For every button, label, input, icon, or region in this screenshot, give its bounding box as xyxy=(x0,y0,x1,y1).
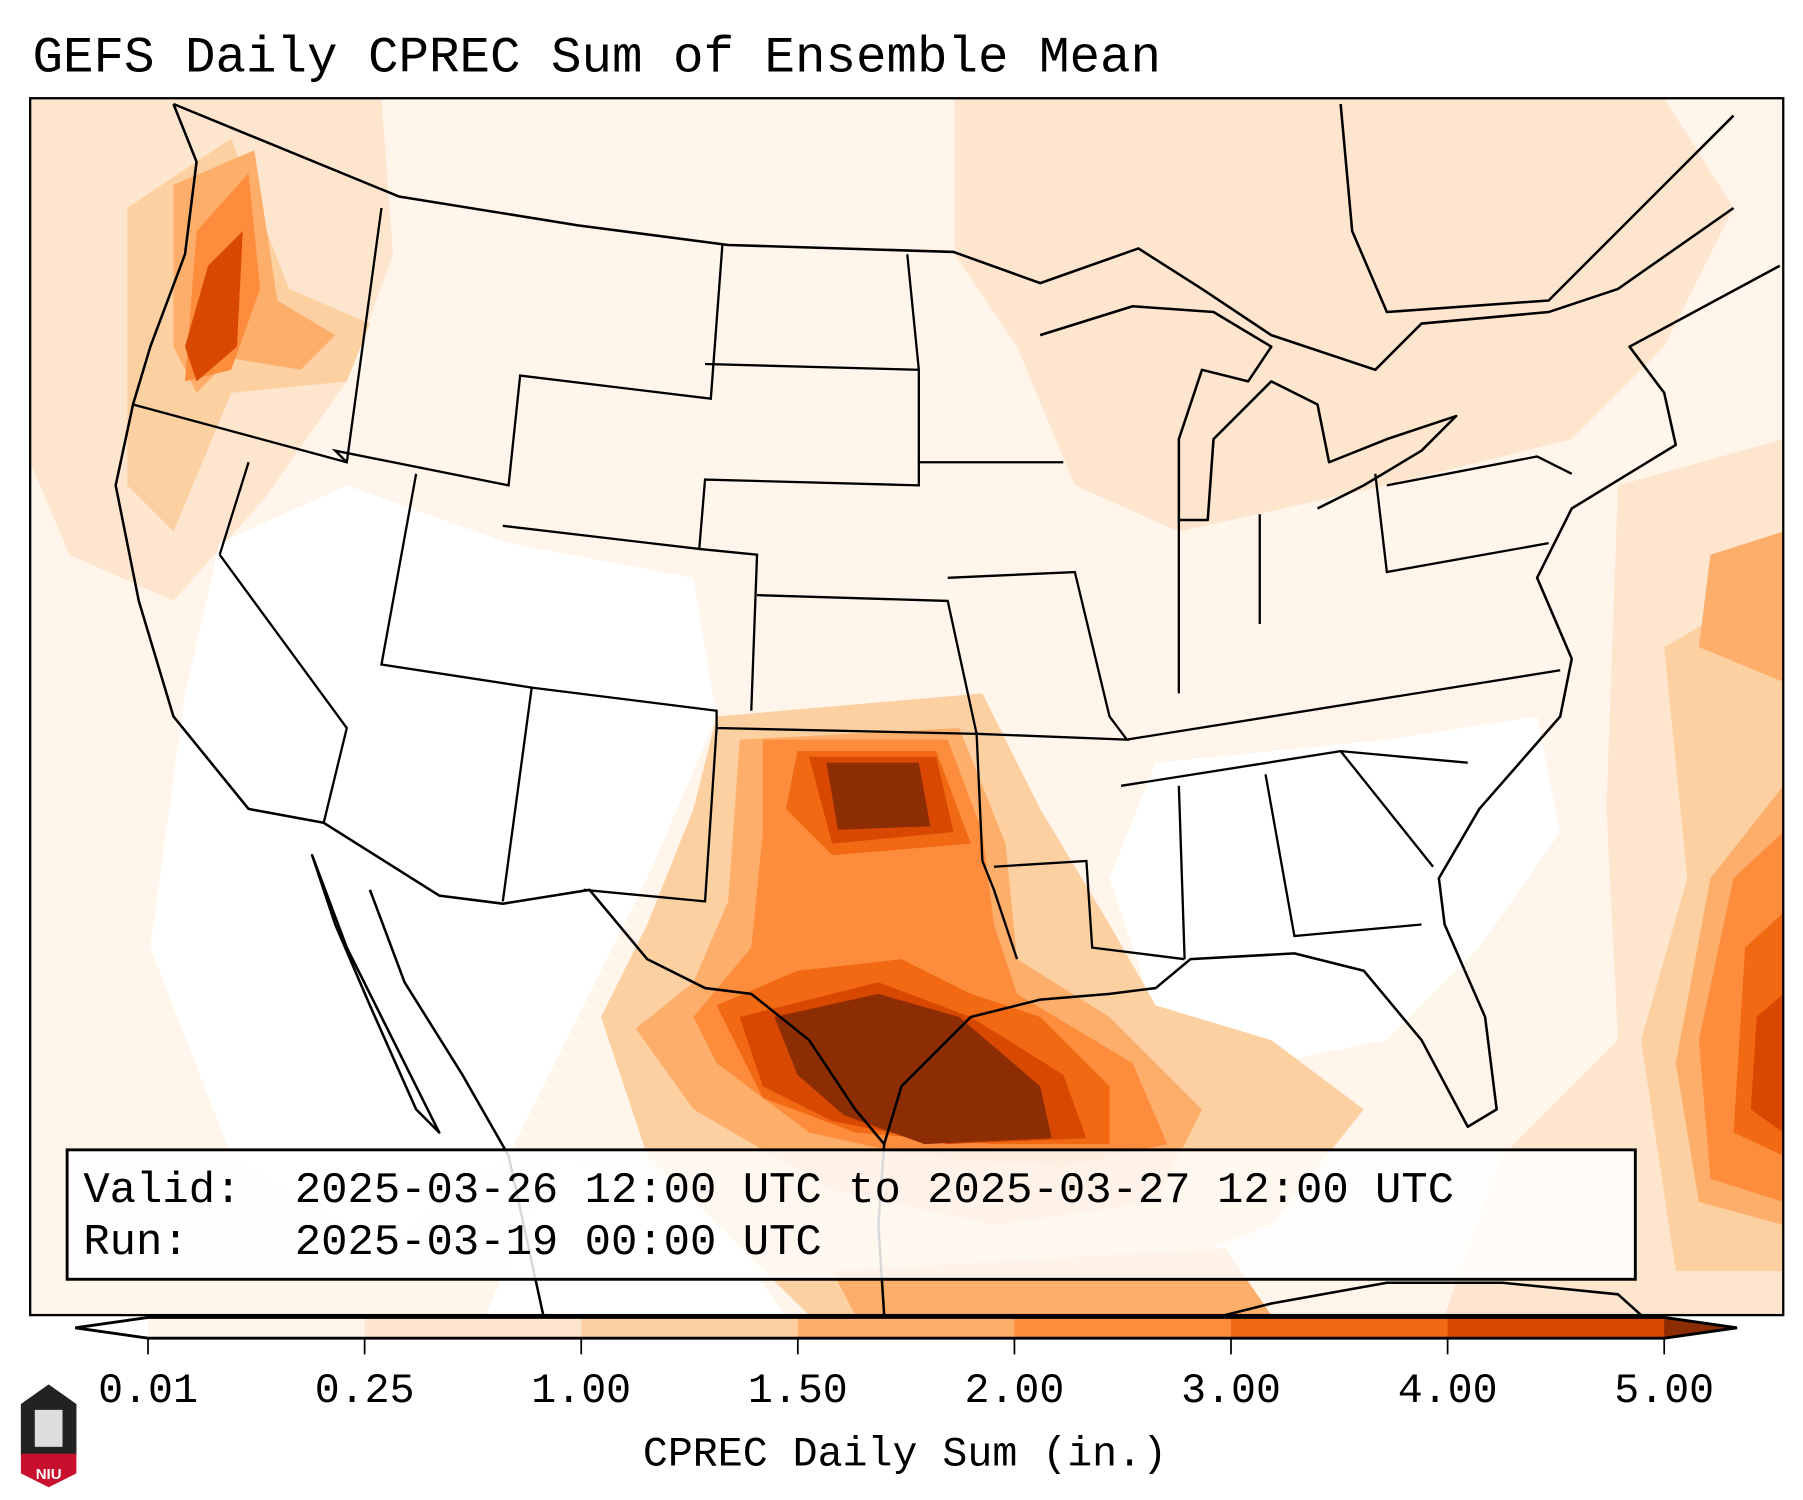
coastline xyxy=(114,103,1781,1146)
colorbar-tick-label: 4.00 xyxy=(1398,1368,1498,1415)
great-lakes xyxy=(1039,304,1458,522)
colorbar-bin xyxy=(797,1317,1015,1339)
run-value: 2025-03-19 00:00 UTC xyxy=(295,1218,822,1268)
colorbar-tick-label: 1.50 xyxy=(748,1368,848,1415)
map xyxy=(30,98,1784,1316)
precip-area-none xyxy=(150,485,717,1249)
colorbar-tick-label: 3.00 xyxy=(1181,1368,1281,1415)
colorbar-tick-label: 1.00 xyxy=(531,1368,631,1415)
colorbar-over-arrow xyxy=(1664,1317,1738,1339)
colorbar-bin xyxy=(1231,1317,1449,1339)
state-boundaries xyxy=(132,207,1573,961)
colorbar-tick-label: 5.00 xyxy=(1614,1368,1714,1415)
precip-area-4-5 xyxy=(1750,993,1784,1133)
valid-value: 2025-03-26 12:00 UTC to 2025-03-27 12:00… xyxy=(295,1166,1454,1216)
colorbar: 0.01 0.25 1.00 1.50 2.00 3.00 4.00 5.00 xyxy=(75,1315,1738,1415)
precip-area-4-5 xyxy=(185,231,243,382)
run-label: Run: xyxy=(83,1218,188,1268)
colorbar-under-arrow xyxy=(75,1317,149,1339)
precip-area-over-5 xyxy=(774,993,1052,1145)
colorbar-tick-label: 0.01 xyxy=(98,1368,198,1415)
colorbar-tick-label: 0.25 xyxy=(315,1368,415,1415)
colorbar-bin xyxy=(581,1317,799,1339)
logo-text: NIU xyxy=(36,1466,62,1483)
cuba xyxy=(1224,1281,1642,1316)
precip-area-1.5-2 xyxy=(1698,531,1784,682)
colorbar-bin xyxy=(364,1317,582,1339)
canada-coast xyxy=(1339,103,1735,314)
colorbar-tick-label: 2.00 xyxy=(964,1368,1064,1415)
colorbar-bin xyxy=(1447,1317,1665,1339)
mexico-coast xyxy=(310,853,441,1134)
colorbar-bin xyxy=(1014,1317,1232,1339)
colorbar-bin xyxy=(148,1317,366,1339)
niu-logo: NIU xyxy=(20,1384,77,1488)
precip-area-none xyxy=(1109,716,1561,1064)
chart-title: GEFS Daily CPREC Sum of Ensemble Mean xyxy=(32,31,1161,88)
colorbar-label: CPREC Daily Sum (in.) xyxy=(643,1431,1167,1478)
map-frame xyxy=(29,97,1785,1317)
precip-area-light xyxy=(954,98,1734,532)
precip-area-over-5 xyxy=(826,762,931,830)
valid-label: Valid: xyxy=(83,1166,241,1216)
us-canada-border xyxy=(172,102,1735,372)
info-box: Valid: 2025-03-26 12:00 UTC to 2025-03-2… xyxy=(65,1148,1637,1281)
